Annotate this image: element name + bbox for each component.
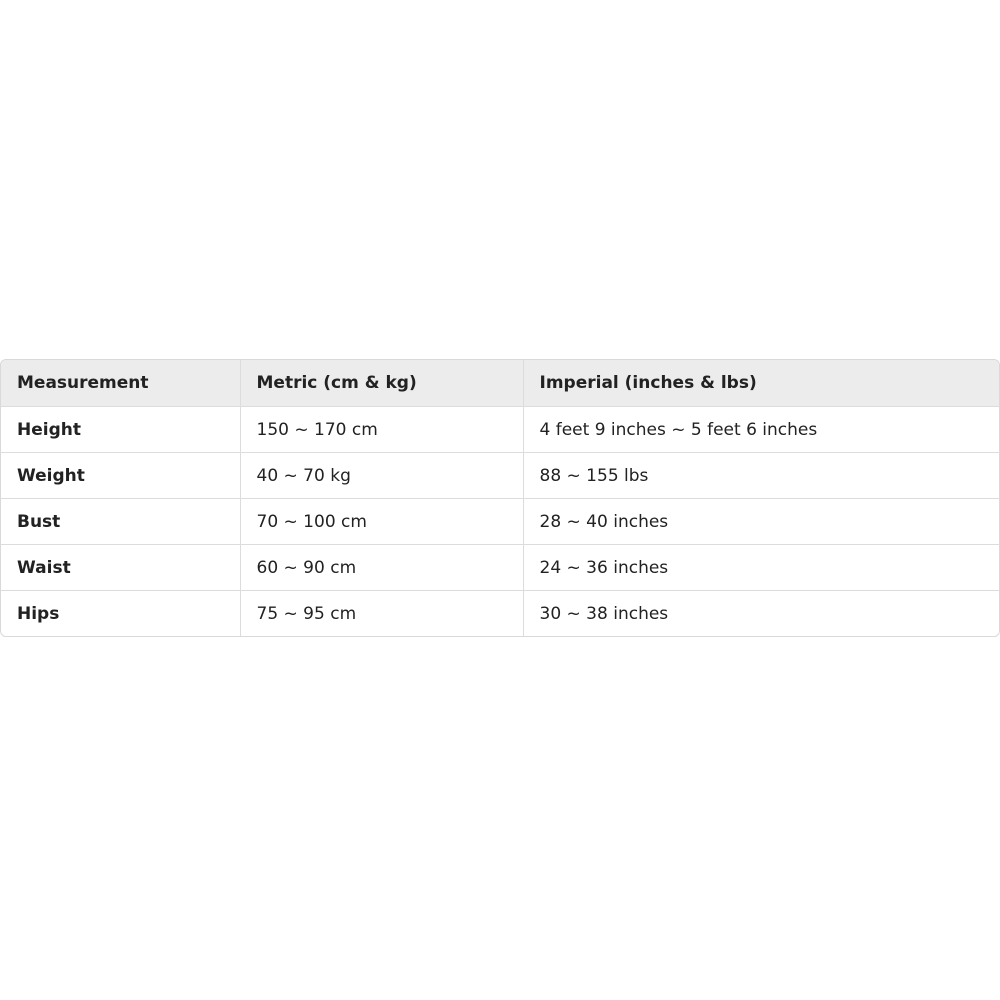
table-cell: 60 ~ 90 cm xyxy=(240,544,524,591)
table-cell: Weight xyxy=(1,452,241,499)
table-cell: Height xyxy=(1,406,241,453)
table-row: Bust 70 ~ 100 cm 28 ~ 40 inches xyxy=(1,498,999,545)
header-cell: Imperial (inches & lbs) xyxy=(523,360,999,407)
table-cell: 4 feet 9 inches ~ 5 feet 6 inches xyxy=(523,406,999,453)
table-row: Hips 75 ~ 95 cm 30 ~ 38 inches xyxy=(1,590,999,636)
size-table: Measurement Metric (cm & kg) Imperial (inc… xyxy=(1,360,999,636)
table-cell: 150 ~ 170 cm xyxy=(240,406,524,453)
header-cell: Metric (cm & kg) xyxy=(240,360,524,407)
table-row: Waist 60 ~ 90 cm 24 ~ 36 inches xyxy=(1,544,999,591)
table-cell: 24 ~ 36 inches xyxy=(523,544,999,591)
table-cell: 88 ~ 155 lbs xyxy=(523,452,999,499)
table-row: Weight 40 ~ 70 kg 88 ~ 155 lbs xyxy=(1,452,999,499)
table-body: Height 150 ~ 170 cm 4 feet 9 inches ~ 5 fe… xyxy=(1,406,999,636)
table-cell: 75 ~ 95 cm xyxy=(240,590,524,636)
header-row: Measurement Metric (cm & kg) Imperial (inc… xyxy=(1,360,999,407)
table-cell: 30 ~ 38 inches xyxy=(539,603,669,624)
table-cell: Bust xyxy=(1,498,241,545)
table-cell: 40 ~ 70 kg xyxy=(240,452,524,499)
table-cell: 70 ~ 100 cm xyxy=(240,498,524,545)
table-cell: 28 ~ 40 inches xyxy=(523,498,999,545)
table-row: Height 150 ~ 170 cm 4 feet 9 inches ~ 5 fe… xyxy=(1,406,999,453)
table-cell: Hips xyxy=(1,590,241,636)
header-cell: Measurement xyxy=(1,360,241,407)
table-container: Measurement Metric (cm & kg) Imperial (inc… xyxy=(0,359,1000,637)
table-cell: Waist xyxy=(1,544,241,591)
